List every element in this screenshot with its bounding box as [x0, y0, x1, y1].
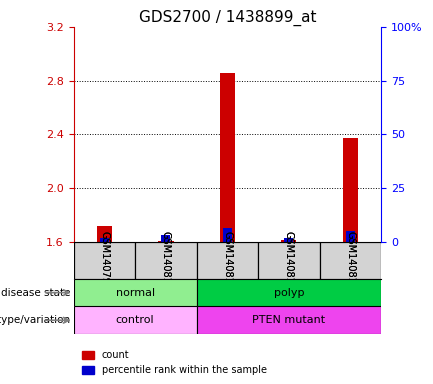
Bar — [74, 306, 197, 334]
Text: PTEN mutant: PTEN mutant — [252, 315, 325, 325]
Bar — [343, 139, 358, 242]
Text: GSM140818: GSM140818 — [345, 231, 355, 290]
Text: GSM140813: GSM140813 — [222, 231, 233, 290]
Bar — [100, 238, 109, 242]
Text: genotype/variation: genotype/variation — [0, 315, 71, 325]
Bar — [258, 242, 320, 279]
Text: control: control — [116, 315, 155, 325]
Text: GSM140818: GSM140818 — [345, 231, 355, 290]
Text: GSM140816: GSM140816 — [161, 231, 171, 290]
Bar — [223, 228, 232, 242]
Bar — [281, 240, 297, 242]
Bar — [220, 73, 235, 242]
Bar — [74, 279, 197, 306]
Bar — [158, 240, 174, 242]
Text: polyp: polyp — [274, 288, 304, 298]
Bar — [284, 238, 294, 242]
Legend: count, percentile rank within the sample: count, percentile rank within the sample — [78, 346, 271, 379]
Title: GDS2700 / 1438899_at: GDS2700 / 1438899_at — [139, 9, 316, 25]
Bar — [197, 242, 258, 279]
Bar — [135, 242, 197, 279]
Bar — [320, 242, 381, 279]
Text: GSM140816: GSM140816 — [161, 231, 171, 290]
Text: GSM140817: GSM140817 — [284, 231, 294, 290]
Text: GSM140817: GSM140817 — [284, 231, 294, 290]
Bar — [161, 235, 171, 242]
Bar — [346, 231, 355, 242]
Bar — [97, 226, 112, 242]
Text: GSM140813: GSM140813 — [222, 231, 233, 290]
Bar — [197, 279, 381, 306]
Text: GSM140792: GSM140792 — [99, 231, 110, 290]
Text: disease state: disease state — [1, 288, 71, 298]
Text: normal: normal — [116, 288, 155, 298]
Text: GSM140792: GSM140792 — [99, 231, 110, 290]
Bar — [74, 242, 135, 279]
Bar — [197, 306, 381, 334]
